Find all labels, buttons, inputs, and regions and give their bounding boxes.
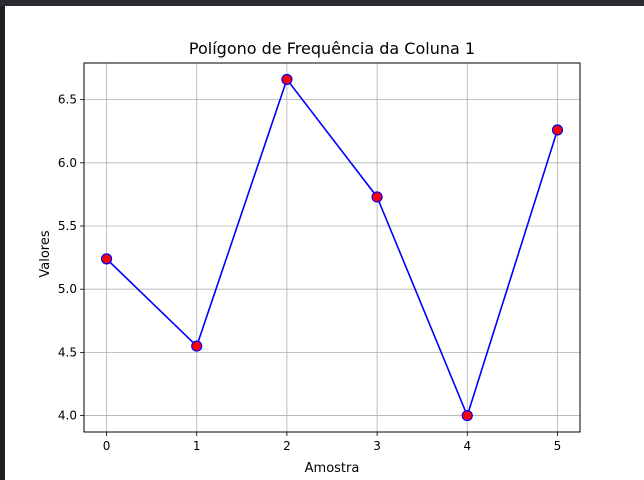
data-point (551, 124, 564, 136)
y-tick-label: 6.5 (58, 93, 77, 107)
plot-frame (83, 62, 581, 433)
x-axis-label: Amostra (305, 461, 360, 476)
x-tick-label: 1 (193, 439, 201, 453)
y-tick-label: 4.5 (58, 345, 77, 359)
y-axis-label: Valores (38, 230, 53, 277)
x-tick-label: 4 (463, 439, 471, 453)
y-tick-label: 5.5 (58, 219, 77, 233)
data-point (461, 409, 473, 422)
window-top-bar (0, 0, 644, 6)
window-left-strip (0, 6, 5, 480)
data-point (100, 253, 113, 265)
grid-layer (84, 63, 580, 432)
figure-canvas: 0 1 2 3 4 5 4.0 4.5 5.0 5.5 6.0 6.5 Polígono de Fre… (5, 6, 644, 480)
data-point (191, 340, 203, 352)
y-tick-label: 5.0 (58, 282, 77, 296)
x-tick-label: 3 (373, 439, 381, 453)
series-line (105, 77, 559, 418)
x-tick-label: 2 (283, 439, 291, 453)
data-point (371, 191, 383, 203)
y-tick-label: 4.0 (58, 409, 77, 423)
series-layer (100, 73, 564, 422)
x-tick-label: 5 (554, 439, 562, 453)
x-tick-label: 0 (103, 439, 111, 453)
data-point (281, 73, 293, 86)
frequency-polygon-chart: 0 1 2 3 4 5 4.0 4.5 5.0 5.5 6.0 6.5 Polígono de Fre… (38, 39, 581, 476)
chart-title: Polígono de Frequência da Coluna 1 (189, 39, 475, 58)
tick-layer: 0 1 2 3 4 5 4.0 4.5 5.0 5.5 6.0 6.5 (58, 93, 561, 453)
y-tick-label: 6.0 (58, 156, 77, 170)
